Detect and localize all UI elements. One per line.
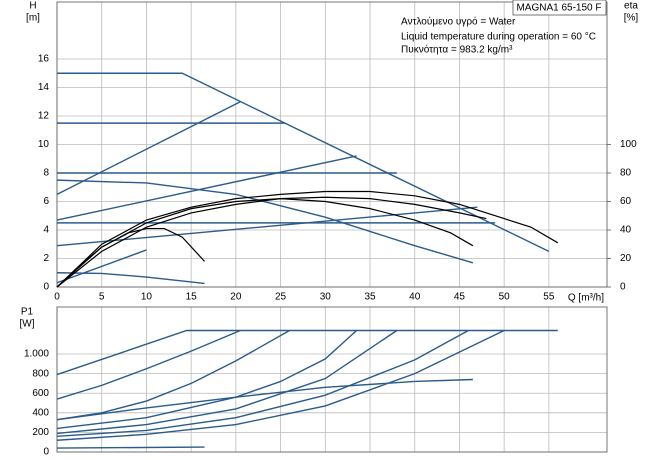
curve [57,72,550,253]
x-tick-label: 15 [186,292,198,303]
y2-tick-label: 100 [620,139,637,150]
curve [56,101,241,196]
curve [56,329,241,400]
x-axis-label: Q [m³/h] [568,293,604,304]
x-tick-label: 5 [99,292,105,303]
plot-frame [56,1,608,288]
curve [56,155,357,221]
y-tick-label: 1.000 [24,349,49,360]
x-tick-label: 50 [499,292,511,303]
x-tick-label: 35 [364,292,376,303]
x-tick-label: 10 [141,292,153,303]
y-axis-label: H [29,1,36,12]
y-axis-unit: [m] [26,13,40,24]
x-tick-label: 0 [54,292,60,303]
curve [56,190,559,288]
annotation: Πυκνότητα = 983.2 kg/m³ [401,44,513,56]
y-tick-label: 16 [38,54,50,65]
chart-title: MAGNA1 65-150 F [516,3,601,14]
y-tick-label: 0 [43,447,49,458]
y2-tick-label: 40 [620,225,632,236]
y-tick-label: 6 [43,196,49,207]
curve [56,196,487,288]
title-box [512,0,607,16]
y-tick-label: 10 [38,139,50,150]
curve [56,227,206,288]
curve [56,329,558,376]
y-tick-label: 4 [43,225,49,236]
y2-tick-label: 20 [620,253,632,264]
y-tick-label: 2 [43,253,49,264]
curve [56,329,505,441]
x-tick-label: 20 [230,292,242,303]
x-tick-label: 45 [454,292,466,303]
curve [56,249,147,284]
y-tick-label: 0 [43,282,49,293]
y2-axis-label: eta [624,1,638,12]
y-axis-unit: [W] [20,319,35,330]
y-tick-label: 8 [43,168,49,179]
curve [56,198,474,288]
y2-axis-unit: [%] [624,13,639,24]
y2-tick-label: 0 [620,282,626,293]
y-tick-label: 12 [38,111,50,122]
y-tick-label: 14 [38,82,50,93]
curve [56,329,358,430]
x-tick-label: 55 [543,292,555,303]
x-tick-label: 25 [275,292,287,303]
curve [56,206,478,247]
y2-tick-label: 80 [620,168,632,179]
x-tick-label: 30 [320,292,332,303]
y2-tick-label: 60 [620,196,632,207]
curve [56,329,469,438]
y-axis-label: P1 [21,307,34,318]
y-tick-label: 800 [32,368,49,379]
curve [56,179,474,264]
annotation: Liquid temperature during operation = 60… [401,32,596,43]
x-tick-label: 40 [409,292,421,303]
y-tick-label: 400 [32,407,49,418]
y-tick-label: 600 [32,388,49,399]
curve [56,329,398,435]
annotation: Αντλούμενο υγρό = Water [401,16,516,28]
curve [56,272,205,285]
curve [56,378,473,421]
plot-frame [56,306,608,453]
y-tick-label: 200 [32,427,49,438]
curve [56,329,290,421]
curve [56,446,205,449]
